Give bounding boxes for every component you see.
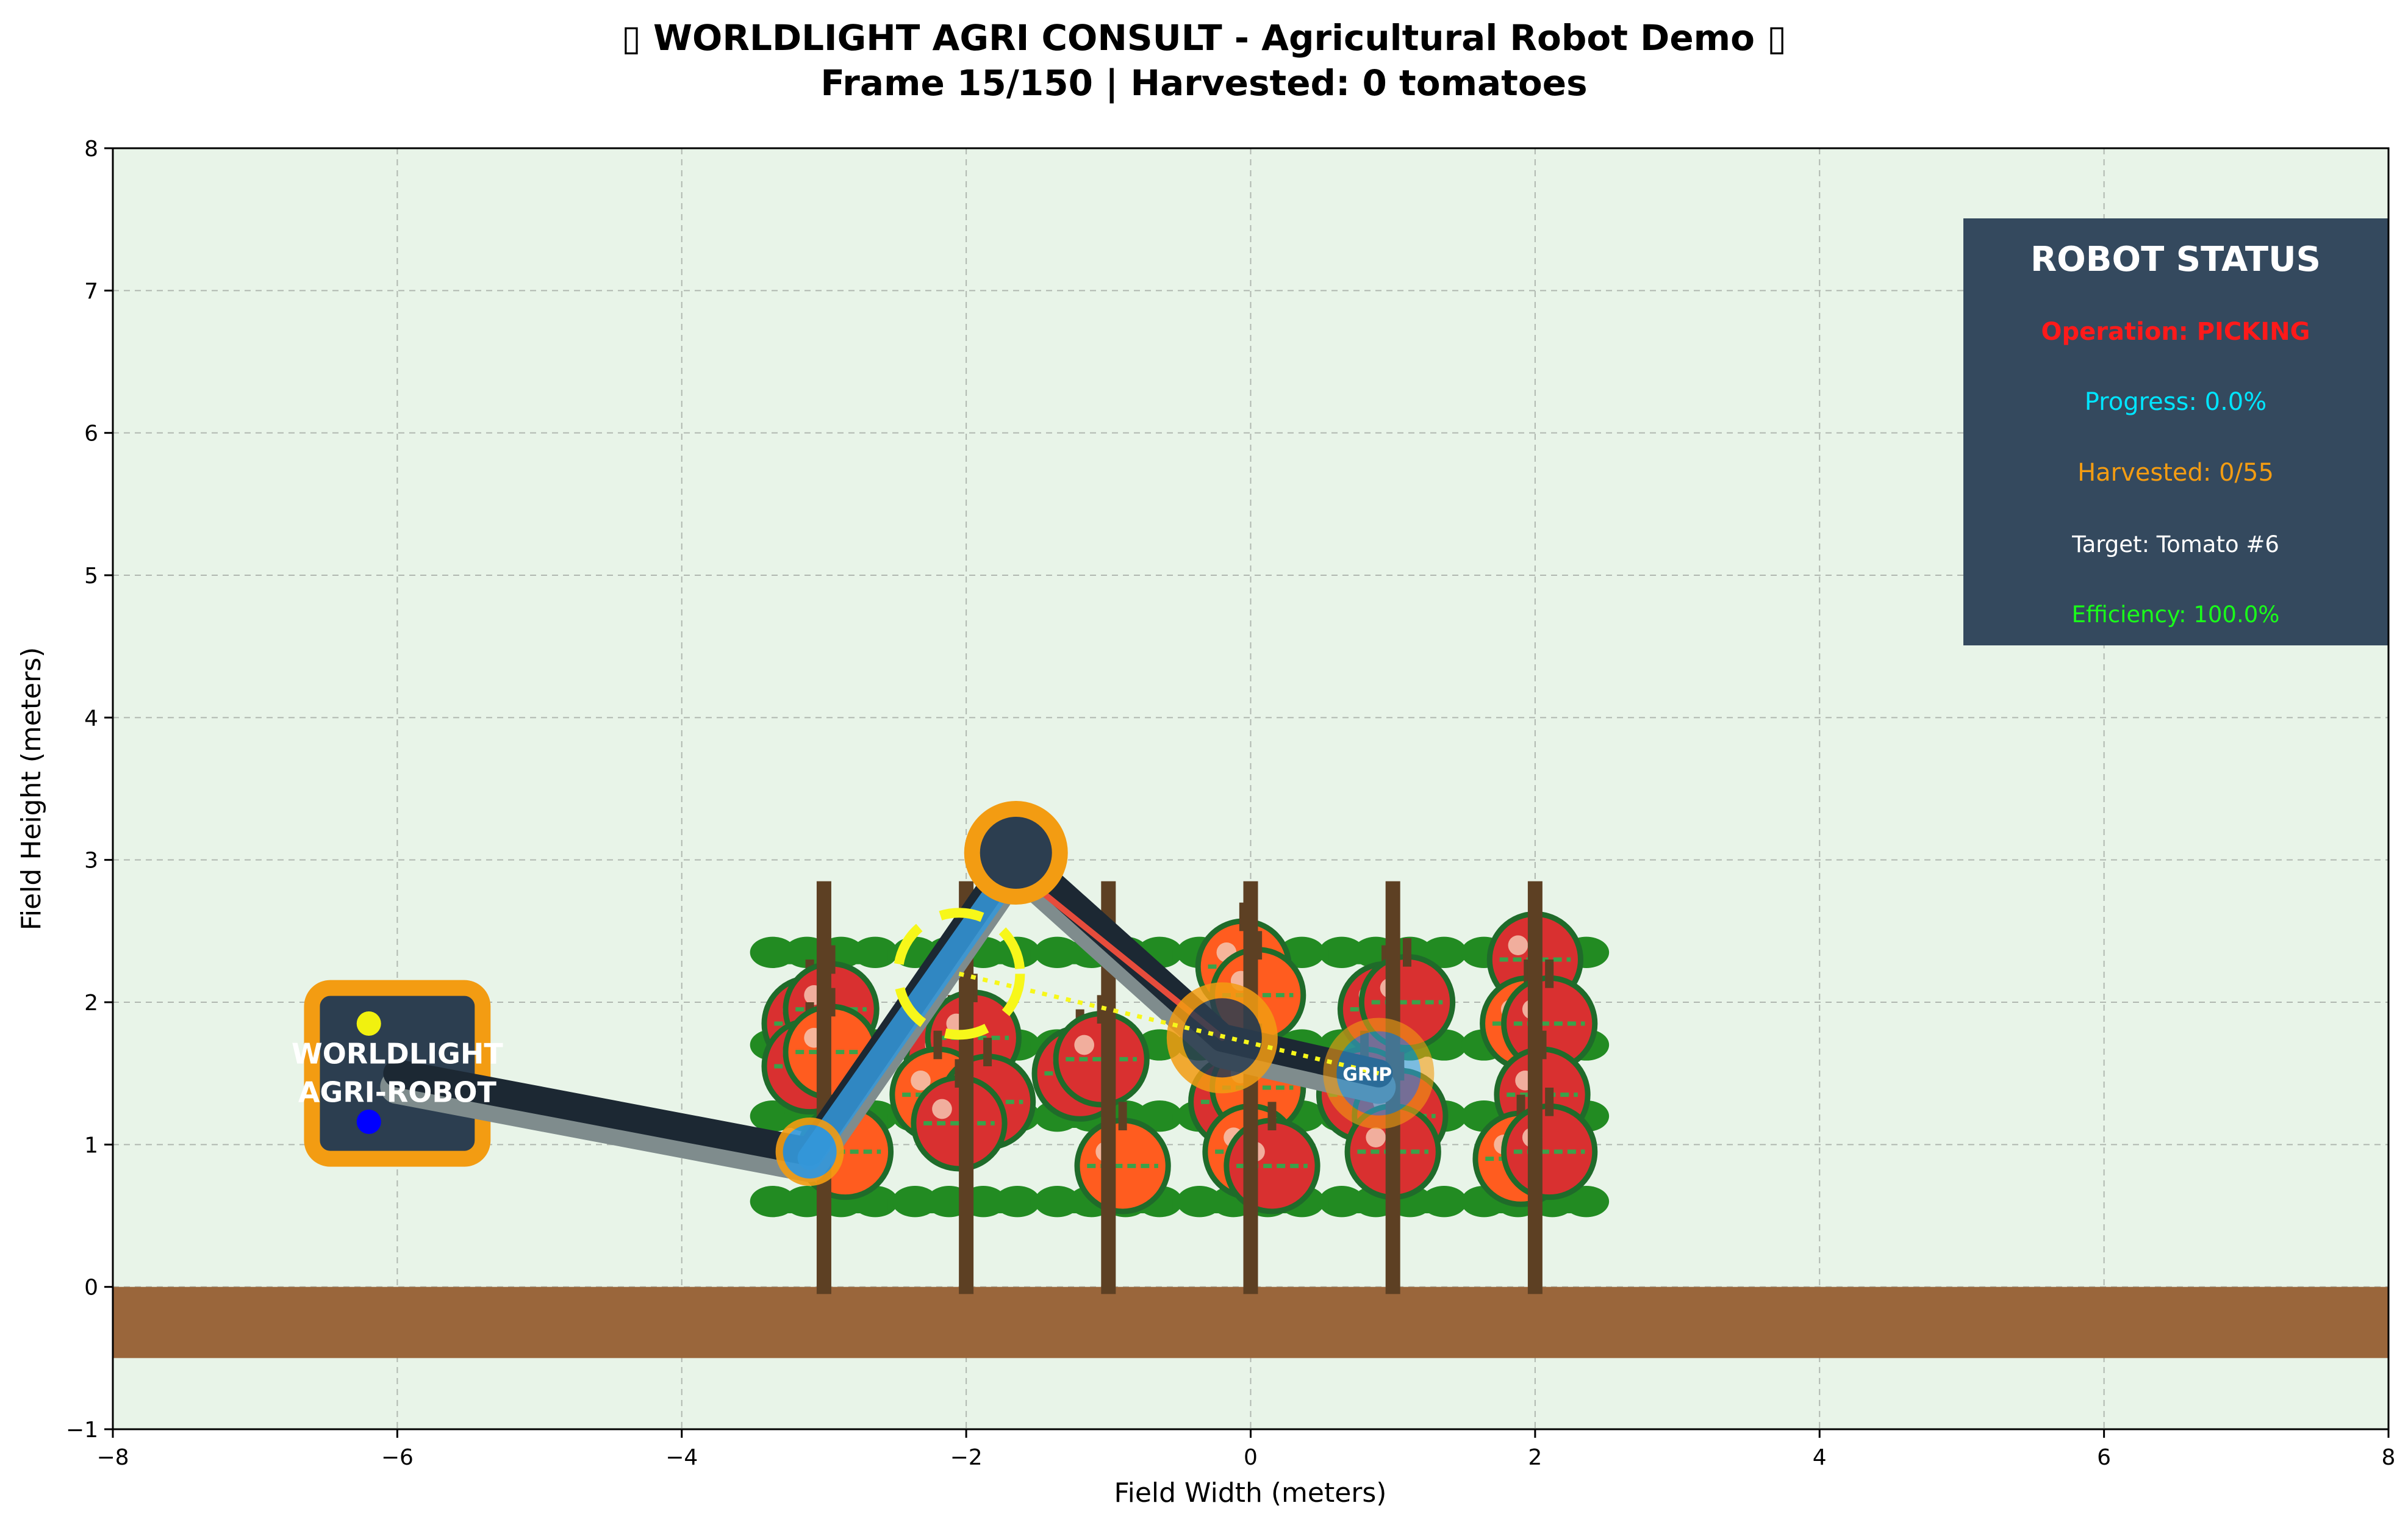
plant-stem — [816, 881, 831, 1294]
y-axis-label: Field Height (meters) — [16, 647, 47, 931]
tomato-stalk — [983, 1038, 992, 1066]
tomato-highlight — [1508, 935, 1528, 955]
soil-ground — [113, 1286, 2388, 1358]
x-tick-label: −6 — [381, 1445, 414, 1470]
robot-status-panel: ROBOT STATUS Operation: PICKING Progress… — [1963, 218, 2388, 645]
robot-label-line2: AGRI-ROBOT — [298, 1075, 497, 1108]
tomato — [1501, 960, 1598, 1072]
x-tick-label: −8 — [96, 1445, 129, 1470]
y-tick-label: 5 — [84, 564, 98, 589]
x-tick-label: 2 — [1528, 1445, 1542, 1470]
tomato-highlight — [932, 1099, 952, 1119]
x-tick-label: −4 — [665, 1445, 698, 1470]
status-led-yellow — [356, 1011, 381, 1036]
status-panel-background — [1963, 218, 2388, 645]
status-efficiency: Efficiency: 100.0% — [2072, 601, 2280, 628]
tomato-highlight — [1074, 1035, 1094, 1055]
status-harvested: Harvested: 0/55 — [2077, 459, 2274, 487]
tomato-stalk — [1545, 960, 1554, 988]
tomato-stalk — [1403, 938, 1412, 967]
y-tick-label: 6 — [84, 422, 98, 447]
tomato — [1501, 1088, 1598, 1200]
y-tick-label: 7 — [84, 279, 98, 304]
gripper-label: GRIP — [1342, 1064, 1392, 1085]
robot-joint — [964, 801, 1068, 905]
chart-title-line2: Frame 15/150 | Harvested: 0 tomatoes — [820, 62, 1587, 104]
ground-layer — [113, 1286, 2388, 1358]
status-target: Target: Tomato #6 — [2071, 531, 2279, 558]
y-tick-label: 4 — [84, 706, 98, 731]
tomato-plant — [1461, 881, 1610, 1294]
y-tick-label: 0 — [84, 1276, 98, 1301]
tomato-highlight — [911, 1071, 931, 1091]
y-tick-label: 3 — [84, 849, 98, 874]
tomato-highlight — [1366, 1127, 1386, 1147]
target-ring — [893, 908, 1025, 1040]
y-tick-label: 2 — [84, 991, 98, 1016]
x-tick-label: −2 — [950, 1445, 983, 1470]
y-tick-label: 1 — [84, 1133, 98, 1158]
robot-label-line1: WORLDLIGHT — [292, 1037, 503, 1070]
plant-stem — [1527, 881, 1543, 1294]
tomato-stalk — [1118, 1102, 1127, 1130]
tomato-stalk — [933, 1030, 942, 1060]
robot-joint — [775, 1118, 844, 1186]
status-operation: Operation: PICKING — [2041, 318, 2310, 346]
chart-title-line1: ▯ WORLDLIGHT AGRI CONSULT - Agricultural… — [622, 17, 1786, 59]
x-tick-label: 4 — [1813, 1445, 1827, 1470]
x-axis-label: Field Width (meters) — [1114, 1477, 1387, 1509]
x-tick-label: 8 — [2382, 1445, 2396, 1470]
x-tick-label: 0 — [1244, 1445, 1258, 1470]
status-led-blue — [356, 1110, 381, 1134]
tomato-stalk — [1267, 1102, 1277, 1130]
y-tick-label: −1 — [66, 1418, 98, 1443]
status-progress: Progress: 0.0% — [2085, 388, 2267, 416]
y-tick-label: 8 — [84, 137, 98, 162]
status-title: ROBOT STATUS — [2030, 240, 2321, 279]
robot-layer: WORLDLIGHT AGRI-ROBOT GRIP — [292, 801, 1435, 1186]
axis-ticks: −8 −6 −4 −2 0 2 4 6 8 −1 0 1 2 3 4 5 6 7 8 — [66, 137, 2396, 1470]
x-tick-label: 6 — [2097, 1445, 2111, 1470]
tomato-stalk — [1545, 1088, 1554, 1116]
